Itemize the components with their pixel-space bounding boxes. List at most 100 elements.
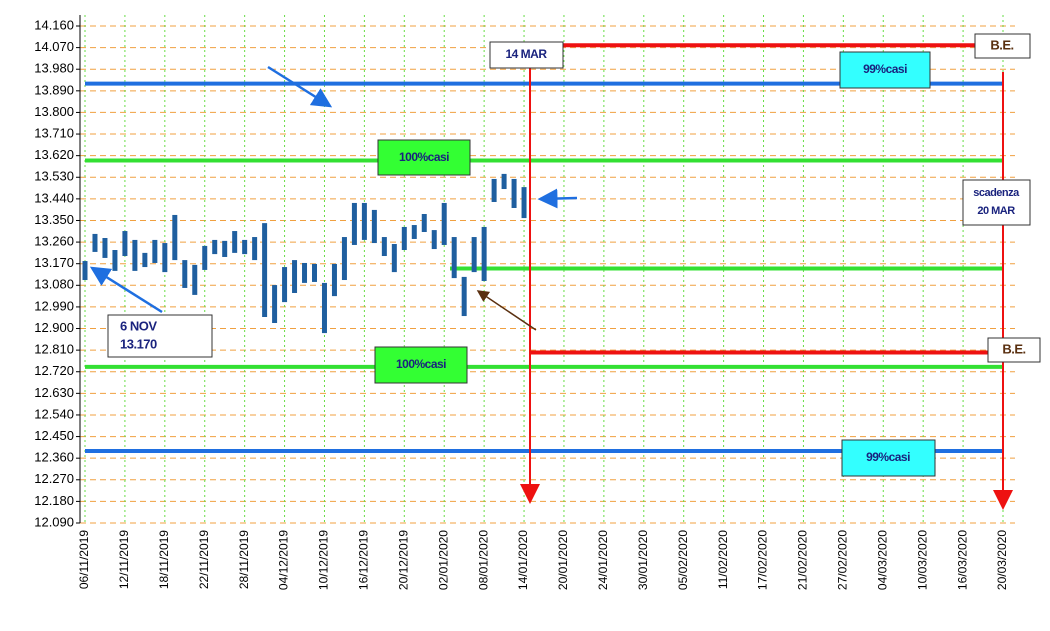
range-bar: [331, 263, 337, 297]
y-tick-label: 13.440: [34, 190, 74, 205]
range-bar: [222, 240, 228, 257]
annotation: scadenza: [973, 187, 1020, 199]
annotation: B.E.: [1002, 341, 1025, 356]
y-tick-label: 12.270: [34, 471, 74, 486]
annotation-box: [374, 346, 468, 384]
annotation: 6 NOV: [120, 318, 157, 333]
range-bar: [491, 178, 497, 202]
annotation: 100%casi: [396, 357, 446, 371]
y-tick-label: 13.620: [34, 147, 74, 162]
range-bar: [152, 239, 158, 263]
range-bar: [421, 213, 427, 233]
y-tick-label: 12.360: [34, 450, 74, 465]
range-bar: [122, 231, 128, 257]
annotation: 13.170: [120, 336, 157, 351]
annotation: 20 MAR: [977, 205, 1015, 217]
annotation-box: [974, 33, 1031, 59]
annotation-box: [377, 139, 471, 176]
range-bar: [361, 202, 367, 240]
bars: [82, 173, 527, 334]
range-bar: [252, 237, 258, 261]
y-tick-label: 12.450: [34, 428, 74, 443]
range-bar: [202, 245, 208, 270]
range-bar: [232, 231, 238, 253]
y-tick-label: 12.630: [34, 385, 74, 400]
annotation: 100%casi: [399, 150, 449, 164]
y-tick-label: 12.090: [34, 514, 74, 529]
range-bar: [312, 263, 317, 282]
y-tick-label: 14.070: [34, 39, 74, 54]
range-bar: [401, 226, 407, 251]
y-tick-label: 13.170: [34, 255, 74, 270]
y-tick-label: 13.530: [34, 169, 74, 184]
x-tick-label: 12/11/2019: [117, 530, 131, 589]
y-tick-label: 12.810: [34, 342, 74, 357]
y-tick-label: 12.900: [34, 320, 74, 335]
x-tick-label: 27/02/2020: [836, 530, 850, 590]
x-tick-label: 20/12/2019: [396, 530, 410, 590]
annotation-box: [841, 439, 936, 477]
range-bar: [272, 285, 278, 323]
range-bar: [282, 267, 288, 303]
annotation: B.E.: [990, 37, 1013, 52]
range-bar: [192, 264, 198, 295]
y-tick-label: 12.720: [34, 363, 74, 378]
range-bar: [82, 261, 88, 281]
y-tick-label: 13.800: [34, 104, 74, 119]
x-tick-label: 06/11/2019: [77, 530, 91, 589]
range-bar: [92, 233, 98, 252]
range-bar: [112, 250, 118, 271]
x-tick-label: 05/02/2020: [676, 530, 690, 590]
y-tick-label: 12.180: [34, 493, 74, 508]
range-bar: [262, 223, 268, 317]
range-bar: [341, 237, 347, 281]
annotation-box: [962, 179, 1031, 226]
annotation: 99%casi: [866, 450, 910, 464]
annotation-box: [839, 51, 931, 89]
levels: [85, 43, 1003, 453]
range-bar: [481, 226, 487, 281]
range-bar: [411, 225, 417, 239]
range-bar: [242, 239, 248, 255]
x-tick-label: 30/01/2020: [636, 530, 650, 590]
range-bar: [302, 262, 308, 283]
y-tick-label: 13.980: [34, 61, 74, 76]
range-bar: [501, 173, 507, 190]
x-tick-label: 21/02/2020: [796, 530, 810, 590]
range-bar: [391, 244, 397, 273]
range-bar: [441, 202, 447, 245]
arrow: [476, 290, 537, 331]
range-bar: [451, 237, 457, 279]
y-tick-label: 13.350: [34, 212, 74, 227]
annotation: 99%casi: [863, 62, 907, 76]
x-tick-label: 22/11/2019: [197, 530, 211, 589]
arrow: [537, 188, 578, 209]
range-bar: [521, 187, 527, 219]
arrow: [89, 266, 163, 314]
annotation-layer: 14 MAR B.E. 99%casi 100%casi scadenza 20…: [89, 33, 1041, 510]
x-tick-label: 02/01/2020: [436, 530, 450, 590]
annotation-box: [107, 314, 213, 358]
y-tick-label: 13.260: [34, 234, 74, 249]
x-tick-label: 16/12/2019: [357, 530, 371, 590]
x-tick-label: 16/03/2020: [955, 530, 969, 590]
range-bar: [351, 202, 357, 245]
x-tick-label: 17/02/2020: [756, 530, 770, 590]
x-tick-label: 10/12/2019: [317, 530, 331, 590]
range-bar: [461, 276, 467, 317]
range-bar: [292, 260, 298, 293]
range-bar: [142, 252, 148, 268]
range-bar: [162, 243, 168, 273]
x-tick-label: 20/03/2020: [995, 530, 1009, 590]
annotation-box: [987, 337, 1041, 363]
y-tick-label: 14.160: [34, 17, 74, 32]
x-tick-label: 24/01/2020: [596, 530, 610, 590]
x-tick-label: 18/11/2019: [157, 530, 171, 589]
x-tick-label: 08/01/2020: [476, 530, 490, 590]
x-tick-label: 28/11/2019: [237, 530, 251, 589]
range-bar: [431, 230, 437, 250]
range-bar: [471, 237, 477, 273]
range-bar: [182, 260, 188, 288]
range-bar: [511, 178, 517, 208]
